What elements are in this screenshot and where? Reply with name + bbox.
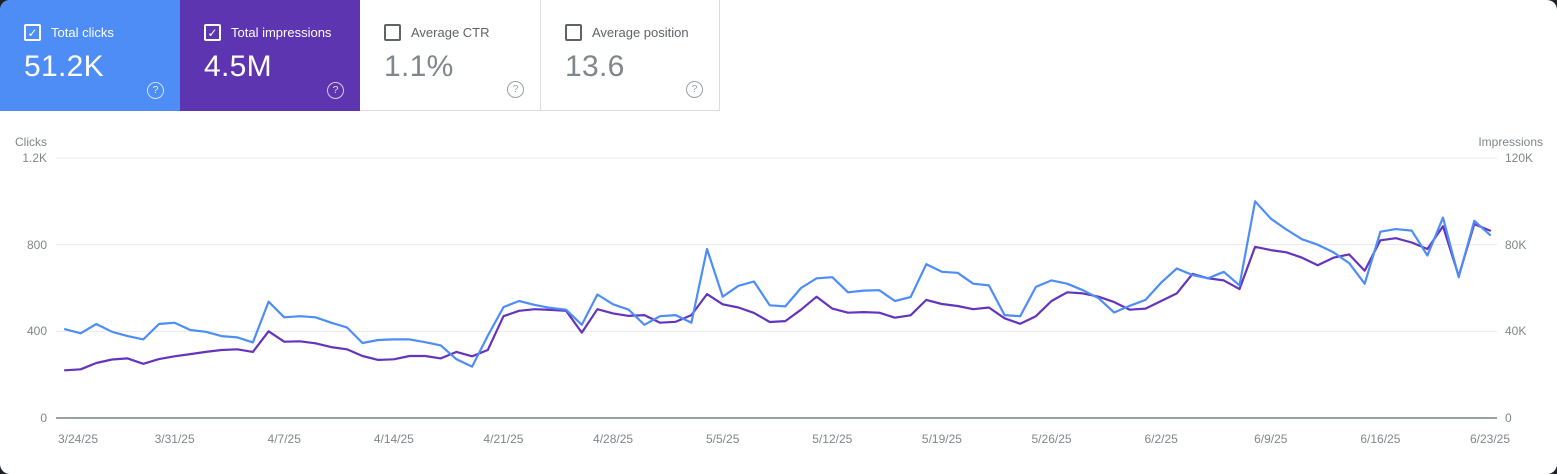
x-axis-date-label: 6/9/25	[1254, 432, 1288, 446]
checkbox-checked-icon[interactable]: ✓	[204, 24, 221, 41]
card-header: ✓ Total impressions	[204, 24, 360, 41]
checkbox-unchecked-icon[interactable]	[565, 24, 582, 41]
right-axis-tick-label: 40K	[1505, 324, 1527, 339]
card-total-clicks[interactable]: ✓ Total clicks 51.2K ?	[0, 0, 180, 111]
x-axis-date-label: 4/21/25	[483, 432, 524, 446]
left-axis-tick-label: 0	[40, 411, 47, 425]
right-axis-tick-label: 120K	[1505, 151, 1534, 165]
x-axis-date-label: 3/31/25	[154, 432, 195, 446]
total-clicks-value: 51.2K	[24, 50, 104, 83]
right-axis-tick-label: 80K	[1505, 237, 1527, 252]
card-average-ctr[interactable]: Average CTR 1.1% ?	[360, 0, 540, 111]
average-ctr-value: 1.1%	[384, 50, 454, 83]
help-icon[interactable]: ?	[147, 82, 164, 99]
x-axis-date-label: 6/16/25	[1360, 432, 1401, 446]
left-axis-title: Clicks	[15, 135, 47, 149]
x-axis-date-label: 6/23/25	[1469, 432, 1511, 446]
total-impressions-value: 4.5M	[204, 50, 272, 83]
left-axis-tick-label: 1.2K	[22, 151, 47, 165]
card-label: Average position	[592, 25, 689, 40]
help-icon[interactable]: ?	[507, 81, 524, 98]
clicks-line	[63, 200, 1492, 368]
impressions-line	[63, 223, 1492, 372]
left-axis-tick-label: 800	[26, 237, 47, 252]
x-axis-date-label: 5/5/25	[706, 432, 740, 446]
average-position-value: 13.6	[565, 50, 625, 83]
x-axis-date-label: 3/24/25	[57, 432, 99, 446]
x-axis-date-label: 5/26/25	[1031, 432, 1072, 446]
card-label: Total clicks	[51, 25, 114, 40]
right-axis-tick-label: 0	[1505, 411, 1512, 425]
right-axis-title: Impressions	[1478, 135, 1543, 149]
help-icon[interactable]: ?	[327, 82, 344, 99]
x-axis-date-label: 5/19/25	[921, 432, 962, 446]
x-axis-date-label: 6/2/25	[1144, 432, 1178, 446]
x-axis-date-label: 5/12/25	[812, 432, 853, 446]
checkbox-checked-icon[interactable]: ✓	[24, 24, 41, 41]
x-axis-date-label: 4/14/25	[373, 432, 414, 446]
x-axis-date-label: 4/28/25	[593, 432, 634, 446]
card-label: Total impressions	[231, 25, 332, 40]
card-header: Average position	[565, 24, 719, 41]
metric-cards: ✓ Total clicks 51.2K ? ✓ Total impressio…	[0, 0, 720, 111]
help-icon[interactable]: ?	[686, 81, 703, 98]
card-header: ✓ Total clicks	[24, 24, 180, 41]
card-average-position[interactable]: Average position 13.6 ?	[540, 0, 720, 111]
card-label: Average CTR	[411, 25, 490, 40]
x-axis-date-label: 4/7/25	[267, 432, 301, 446]
checkbox-unchecked-icon[interactable]	[384, 24, 401, 41]
left-axis-tick-label: 400	[26, 324, 47, 339]
card-total-impressions[interactable]: ✓ Total impressions 4.5M ?	[180, 0, 360, 111]
card-header: Average CTR	[384, 24, 540, 41]
